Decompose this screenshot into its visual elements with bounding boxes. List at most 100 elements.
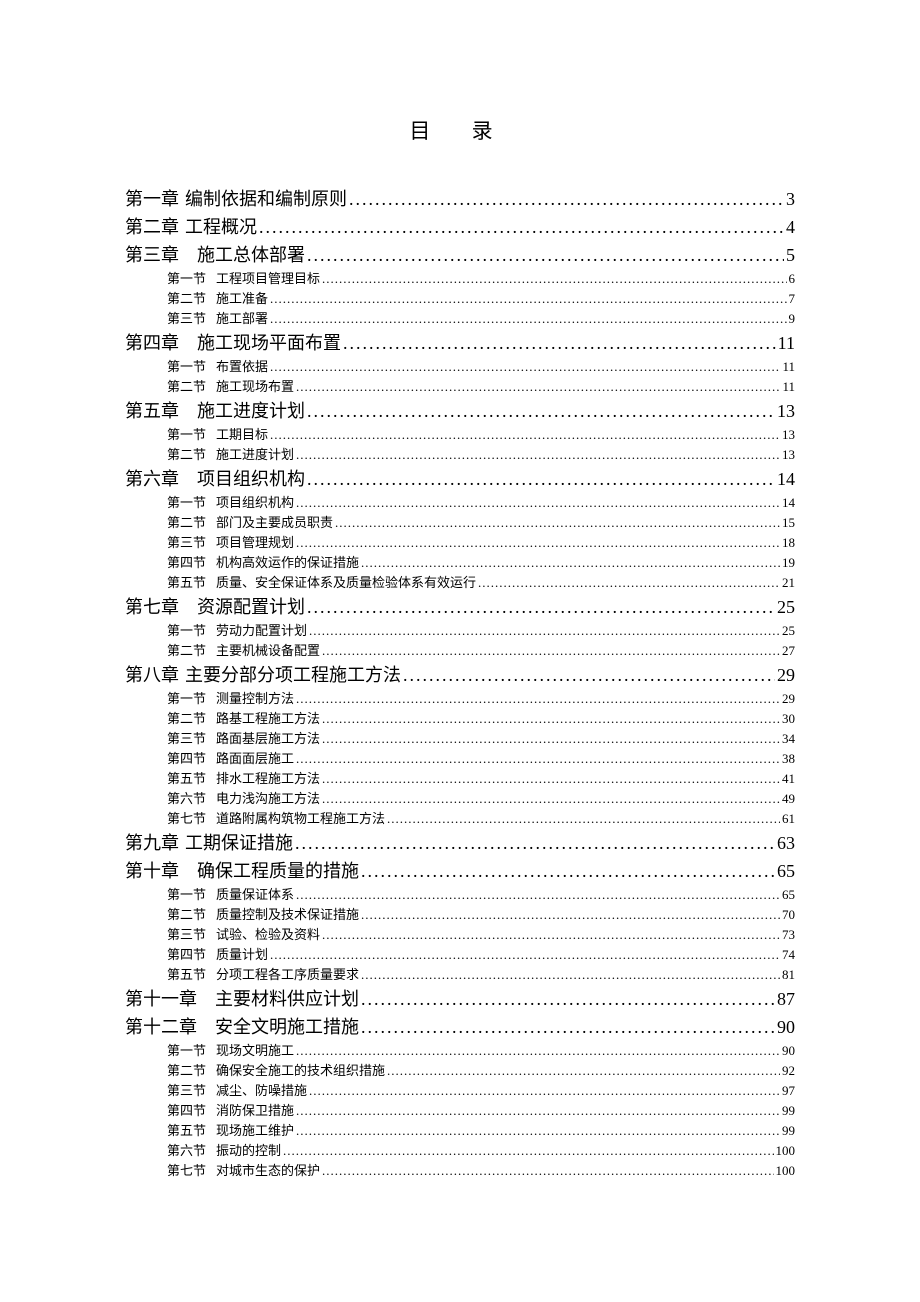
toc-entry-label: 第一节 bbox=[167, 689, 206, 709]
toc-entry-text: 施工部署 bbox=[216, 309, 268, 329]
toc-entry-text: 测量控制方法 bbox=[216, 689, 294, 709]
toc-section-row: 第二节部门及主要成员职责15 bbox=[125, 513, 795, 533]
toc-leader-dots bbox=[322, 269, 786, 289]
toc-entry-label: 第二节 bbox=[167, 289, 206, 309]
toc-leader-dots bbox=[361, 1013, 775, 1041]
toc-entry-label: 第二节 bbox=[167, 513, 206, 533]
toc-entry-label: 第一节 bbox=[167, 1041, 206, 1061]
toc-entry-label: 第二章 bbox=[125, 213, 179, 241]
toc-leader-dots bbox=[361, 553, 780, 573]
toc-section-row: 第一节测量控制方法29 bbox=[125, 689, 795, 709]
toc-leader-dots bbox=[296, 1041, 780, 1061]
toc-entry-label: 第二节 bbox=[167, 709, 206, 729]
toc-leader-dots bbox=[361, 905, 780, 925]
toc-entry-text: 施工总体部署 bbox=[197, 241, 305, 269]
toc-entry-label: 第七节 bbox=[167, 1161, 206, 1181]
toc-section-row: 第一节现场文明施工90 bbox=[125, 1041, 795, 1061]
toc-entry-text: 编制依据和编制原则 bbox=[185, 185, 347, 213]
toc-leader-dots bbox=[309, 1081, 780, 1101]
toc-entry-page: 92 bbox=[782, 1061, 795, 1081]
toc-entry-text: 项目管理规划 bbox=[216, 533, 294, 553]
toc-entry-text: 排水工程施工方法 bbox=[216, 769, 320, 789]
toc-entry-page: 65 bbox=[777, 857, 795, 885]
toc-entry-label: 第七章 bbox=[125, 593, 179, 621]
toc-chapter-row: 第九章工期保证措施63 bbox=[125, 829, 795, 857]
toc-entry-page: 14 bbox=[782, 493, 795, 513]
toc-entry-text: 分项工程各工序质量要求 bbox=[216, 965, 359, 985]
toc-section-row: 第二节施工进度计划 13 bbox=[125, 445, 795, 465]
toc-section-row: 第五节现场施工维护99 bbox=[125, 1121, 795, 1141]
toc-chapter-row: 第二章工程概况4 bbox=[125, 213, 795, 241]
toc-entry-page: 3 bbox=[786, 185, 795, 213]
toc-entry-label: 第三节 bbox=[167, 729, 206, 749]
toc-entry-label: 第十二章 bbox=[125, 1013, 197, 1041]
toc-leader-dots bbox=[283, 1141, 773, 1161]
toc-leader-dots bbox=[307, 465, 775, 493]
toc-section-row: 第四节路面面层施工38 bbox=[125, 749, 795, 769]
toc-leader-dots bbox=[270, 289, 786, 309]
toc-entry-text: 项目组织机构 bbox=[216, 493, 294, 513]
toc-entry-label: 第四章 bbox=[125, 329, 179, 357]
toc-leader-dots bbox=[478, 573, 780, 593]
toc-entry-page: 7 bbox=[789, 289, 796, 309]
toc-entry-text: 项目组织机构 bbox=[197, 465, 305, 493]
toc-section-row: 第三节减尘、防噪措施97 bbox=[125, 1081, 795, 1101]
toc-entry-page: 11 bbox=[778, 329, 795, 357]
toc-leader-dots bbox=[270, 945, 780, 965]
toc-entry-text: 电力浅沟施工方法 bbox=[216, 789, 320, 809]
toc-entry-label: 第九章 bbox=[125, 829, 179, 857]
toc-entry-page: 87 bbox=[777, 985, 795, 1013]
toc-entry-page: 25 bbox=[777, 593, 795, 621]
toc-entry-text: 施工进度计划 bbox=[197, 397, 305, 425]
toc-section-row: 第一节质量保证体系65 bbox=[125, 885, 795, 905]
toc-entry-page: 27 bbox=[782, 641, 795, 661]
toc-entry-text: 布置依据 bbox=[216, 357, 268, 377]
toc-section-row: 第二节质量控制及技术保证措施70 bbox=[125, 905, 795, 925]
toc-entry-page: 11 bbox=[782, 357, 795, 377]
toc-entry-page: 5 bbox=[786, 241, 795, 269]
toc-leader-dots bbox=[307, 241, 784, 269]
toc-entry-page: 21 bbox=[782, 573, 795, 593]
toc-entry-label: 第一节 bbox=[167, 621, 206, 641]
toc-entry-text: 质量控制及技术保证措施 bbox=[216, 905, 359, 925]
toc-entry-text: 减尘、防噪措施 bbox=[216, 1081, 307, 1101]
toc-section-row: 第二节施工准备7 bbox=[125, 289, 795, 309]
toc-entry-text: 质量计划 bbox=[216, 945, 268, 965]
toc-entry-label: 第十章 bbox=[125, 857, 179, 885]
toc-entry-label: 第六节 bbox=[167, 789, 206, 809]
toc-leader-dots bbox=[296, 445, 780, 465]
toc-leader-dots bbox=[335, 513, 780, 533]
toc-entry-text: 施工进度计划 bbox=[216, 445, 294, 465]
toc-entry-label: 第三章 bbox=[125, 241, 179, 269]
toc-leader-dots bbox=[296, 749, 780, 769]
toc-leader-dots bbox=[322, 709, 780, 729]
toc-entry-label: 第一节 bbox=[167, 425, 206, 445]
toc-entry-page: 99 bbox=[782, 1121, 795, 1141]
toc-leader-dots bbox=[387, 809, 780, 829]
toc-entry-text: 主要分部分项工程施工方法 bbox=[185, 661, 401, 689]
toc-entry-page: 9 bbox=[789, 309, 796, 329]
toc-leader-dots bbox=[270, 309, 786, 329]
toc-entry-page: 13 bbox=[782, 445, 795, 465]
toc-leader-dots bbox=[361, 965, 780, 985]
toc-entry-label: 第五节 bbox=[167, 573, 206, 593]
toc-entry-text: 安全文明施工措施 bbox=[215, 1013, 359, 1041]
toc-section-row: 第七节道路附属构筑物工程施工方法61 bbox=[125, 809, 795, 829]
toc-entry-label: 第五节 bbox=[167, 965, 206, 985]
toc-leader-dots bbox=[295, 829, 775, 857]
toc-section-row: 第五节分项工程各工序质量要求81 bbox=[125, 965, 795, 985]
toc-leader-dots bbox=[322, 769, 780, 789]
toc-entry-label: 第二节 bbox=[167, 905, 206, 925]
toc-section-row: 第一节工期目标13 bbox=[125, 425, 795, 445]
toc-entry-label: 第四节 bbox=[167, 553, 206, 573]
toc-entry-page: 15 bbox=[782, 513, 795, 533]
toc-entry-page: 11 bbox=[782, 377, 795, 397]
toc-chapter-row: 第五章施工进度计划13 bbox=[125, 397, 795, 425]
toc-entry-page: 30 bbox=[782, 709, 795, 729]
toc-leader-dots bbox=[322, 729, 780, 749]
toc-entry-page: 4 bbox=[786, 213, 795, 241]
toc-entry-page: 61 bbox=[782, 809, 795, 829]
toc-entry-label: 第二节 bbox=[167, 445, 206, 465]
toc-entry-text: 施工现场布置 bbox=[216, 377, 294, 397]
toc-leader-dots bbox=[307, 397, 775, 425]
